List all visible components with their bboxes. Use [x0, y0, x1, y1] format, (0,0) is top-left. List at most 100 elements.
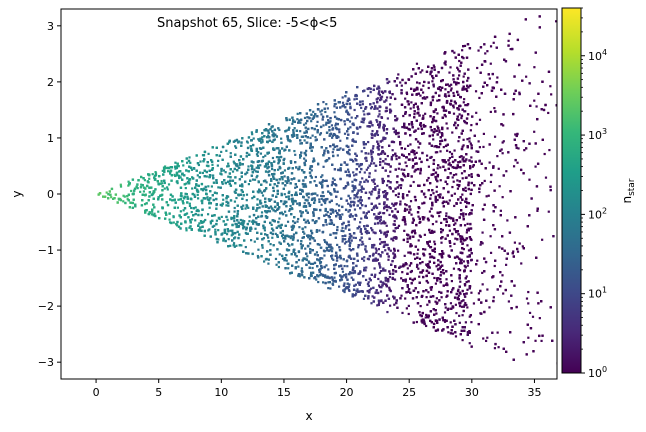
scatter-point [518, 91, 521, 94]
scatter-point [486, 288, 489, 291]
scatter-point [449, 66, 452, 69]
scatter-point [379, 242, 382, 245]
scatter-point [217, 186, 220, 189]
scatter-point [421, 321, 424, 324]
scatter-point [288, 209, 291, 212]
scatter-point [487, 194, 490, 197]
scatter-point [251, 197, 254, 200]
scatter-point [376, 184, 379, 188]
scatter-point [119, 199, 123, 202]
scatter-point [271, 236, 274, 239]
scatter-point [413, 170, 416, 173]
scatter-point [281, 178, 284, 181]
scatter-point [399, 81, 402, 84]
scatter-point [277, 265, 281, 269]
scatter-point [204, 218, 207, 222]
scatter-point [468, 140, 471, 143]
scatter-point [527, 336, 530, 339]
scatter-point [346, 168, 350, 171]
scatter-point [378, 264, 381, 267]
scatter-point [460, 172, 464, 175]
scatter-point [213, 224, 216, 227]
scatter-point [452, 180, 455, 183]
scatter-point [303, 202, 306, 205]
scatter-point [256, 174, 259, 178]
scatter-point [382, 129, 386, 132]
scatter-point [463, 284, 467, 287]
scatter-point [370, 155, 373, 159]
scatter-point [259, 164, 262, 167]
scatter-point [153, 174, 157, 177]
scatter-point [540, 339, 543, 343]
scatter-point [488, 161, 491, 164]
scatter-point [402, 114, 405, 118]
scatter-point [425, 324, 428, 328]
scatter-point [298, 275, 301, 278]
scatter-point [362, 297, 366, 300]
scatter-point [448, 229, 451, 232]
scatter-point [283, 202, 287, 205]
scatter-point [172, 215, 175, 219]
scatter-point [370, 208, 374, 212]
scatter-point [215, 192, 218, 195]
scatter-point [311, 266, 314, 270]
scatter-point [337, 136, 340, 139]
scatter-point [465, 303, 468, 307]
scatter-point [385, 96, 389, 99]
scatter-point [427, 165, 430, 168]
scatter-point [462, 75, 465, 78]
scatter-point [367, 281, 370, 284]
scatter-point [445, 214, 448, 218]
scatter-point [377, 302, 381, 305]
scatter-point [466, 79, 469, 82]
scatter-point [385, 204, 388, 207]
scatter-point [454, 237, 457, 240]
scatter-point [466, 244, 469, 247]
scatter-point [163, 181, 166, 185]
scatter-point [207, 185, 210, 188]
scatter-point [467, 261, 470, 264]
scatter-point [296, 112, 299, 115]
scatter-point [406, 267, 409, 270]
scatter-point [256, 190, 259, 193]
scatter-point [318, 243, 321, 246]
scatter-point [395, 217, 398, 220]
scatter-point [372, 180, 375, 183]
scatter-point [463, 44, 467, 48]
scatter-point [221, 182, 224, 185]
scatter-point [429, 256, 432, 259]
scatter-point [420, 125, 423, 128]
scatter-point [227, 230, 230, 233]
scatter-point [461, 339, 464, 342]
scatter-point [465, 231, 468, 234]
scatter-point [430, 214, 433, 217]
scatter-point [309, 136, 312, 139]
scatter-point [407, 304, 410, 307]
scatter-point [235, 196, 238, 200]
scatter-point [196, 174, 199, 177]
scatter-point [326, 210, 329, 214]
scatter-point [367, 166, 370, 169]
scatter-point [256, 254, 259, 258]
scatter-point [516, 161, 519, 164]
scatter-point [354, 186, 357, 190]
scatter-point [417, 267, 420, 270]
scatter-point [419, 71, 422, 74]
scatter-point [247, 183, 250, 186]
scatter-point [393, 220, 396, 223]
scatter-point [448, 157, 451, 160]
scatter-point [352, 186, 355, 190]
scatter-point [471, 165, 474, 168]
scatter-point [433, 243, 437, 246]
scatter-point [331, 177, 335, 180]
scatter-point [136, 187, 139, 190]
scatter-point [285, 253, 288, 257]
scatter-point [275, 156, 279, 159]
scatter-point [389, 206, 392, 210]
scatter-point [247, 165, 250, 168]
scatter-point [370, 159, 374, 162]
scatter-point [469, 129, 472, 132]
scatter-point [421, 69, 424, 72]
scatter-point [292, 235, 295, 238]
scatter-point [463, 224, 467, 227]
